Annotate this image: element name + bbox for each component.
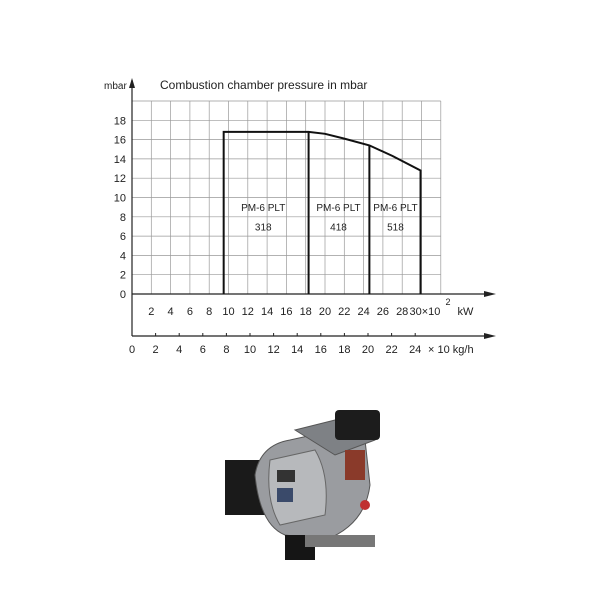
x-axis-kw-arrow — [484, 291, 496, 297]
kgh-tick-label: 10 — [244, 344, 256, 356]
kw-tick-label: 10 — [222, 306, 234, 318]
capacity-envelope — [222, 130, 422, 294]
y-tick-label: 0 — [120, 289, 126, 301]
region-size-label: 518 — [387, 222, 404, 233]
kw-tick-label: 16 — [280, 306, 292, 318]
y-tick-label: 10 — [114, 193, 126, 205]
region-size-label: 418 — [330, 222, 347, 233]
y-unit-label: mbar — [104, 81, 127, 92]
kgh-tick-label: 12 — [267, 344, 279, 356]
kgh-tick-label: 2 — [153, 344, 159, 356]
kw-tick-label: 2 — [148, 306, 154, 318]
kgh-tick-label: 14 — [291, 344, 303, 356]
y-tick-label: 6 — [120, 231, 126, 243]
kw-tick-label: 28 — [396, 306, 408, 318]
kgh-tick-label: 6 — [200, 344, 206, 356]
kw-tick-label: 6 — [187, 306, 193, 318]
kgh-tick-label: 18 — [338, 344, 350, 356]
x-axis-kgh-arrow — [484, 333, 496, 339]
y-tick-label: 2 — [120, 270, 126, 282]
region-size-label: 318 — [255, 222, 272, 233]
y-tick-label: 18 — [114, 115, 126, 127]
kgh-tick-label: 16 — [315, 344, 327, 356]
region-model-label: PM-6 PLT — [316, 203, 360, 214]
kw-tick-label: 14 — [261, 306, 273, 318]
kgh-tick-label: 24 — [409, 344, 421, 356]
burner-photo — [225, 410, 380, 560]
kw-tick-label: 12 — [242, 306, 254, 318]
region-model-label: PM-6 PLT — [373, 203, 417, 214]
y-tick-label: 8 — [120, 212, 126, 224]
kw-tick-label: 18 — [300, 306, 312, 318]
kw-tick-label: 26 — [377, 306, 389, 318]
kgh-tick-label: 22 — [385, 344, 397, 356]
y-axis-arrow — [129, 78, 135, 88]
kgh-tick-label: 8 — [223, 344, 229, 356]
y-tick-label: 14 — [114, 154, 126, 166]
kw-exponent: 2 — [446, 297, 451, 307]
y-tick-label: 12 — [114, 173, 126, 185]
kw-tick-label: 22 — [338, 306, 350, 318]
kgh-tick-label: 0 — [129, 344, 135, 356]
kgh-tick-label: 4 — [176, 344, 182, 356]
kgh-tick-label: 20 — [362, 344, 374, 356]
kw-tick-label: 8 — [206, 306, 212, 318]
y-tick-label: 4 — [120, 250, 126, 262]
chart-title: Combustion chamber pressure in mbar — [160, 78, 367, 92]
kgh-unit-label: × 10 kg/h — [428, 344, 474, 356]
y-tick-label: 16 — [114, 135, 126, 147]
kw-last-tick-label: 30×10 — [410, 306, 441, 318]
region-model-label: PM-6 PLT — [241, 203, 285, 214]
kw-unit-label: kW — [458, 306, 475, 318]
kw-tick-label: 4 — [168, 306, 174, 318]
kw-tick-label: 20 — [319, 306, 331, 318]
kw-tick-label: 24 — [357, 306, 369, 318]
